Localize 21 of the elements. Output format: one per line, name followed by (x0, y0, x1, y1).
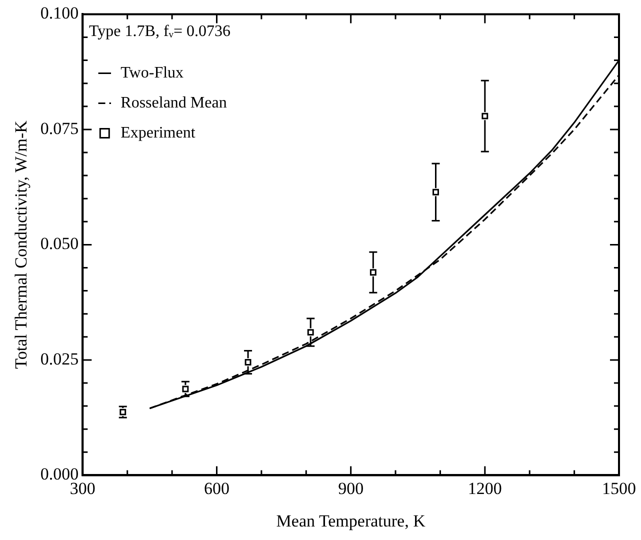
y-tick-label: 0.050 (40, 234, 79, 254)
x-tick-label: 1200 (468, 478, 502, 498)
point (482, 112, 488, 120)
legend-label: Rosseland Mean (120, 94, 227, 112)
point (307, 329, 314, 336)
y-tick-label: 0.100 (40, 4, 79, 23)
point (432, 188, 439, 196)
x-tick-label: 1500 (602, 478, 636, 498)
legend-title: Type 1.7B, fᵥ= 0.0736 (89, 23, 230, 40)
x-axis-title: Mean Temperature, K (276, 511, 426, 530)
y-axis-title: Total Thermal Conductivity, W/m-K (12, 120, 31, 369)
point (370, 269, 376, 276)
y-tick-label: 0.025 (40, 349, 79, 368)
point (182, 386, 189, 392)
point (120, 408, 126, 416)
y-tick-label: 0.075 (40, 118, 79, 138)
x-tick-label: 900 (338, 478, 364, 498)
legend-label: Experiment (120, 124, 196, 142)
legend-label: Two-Flux (120, 64, 184, 82)
point (244, 359, 252, 366)
x-tick-label: 600 (204, 478, 230, 498)
